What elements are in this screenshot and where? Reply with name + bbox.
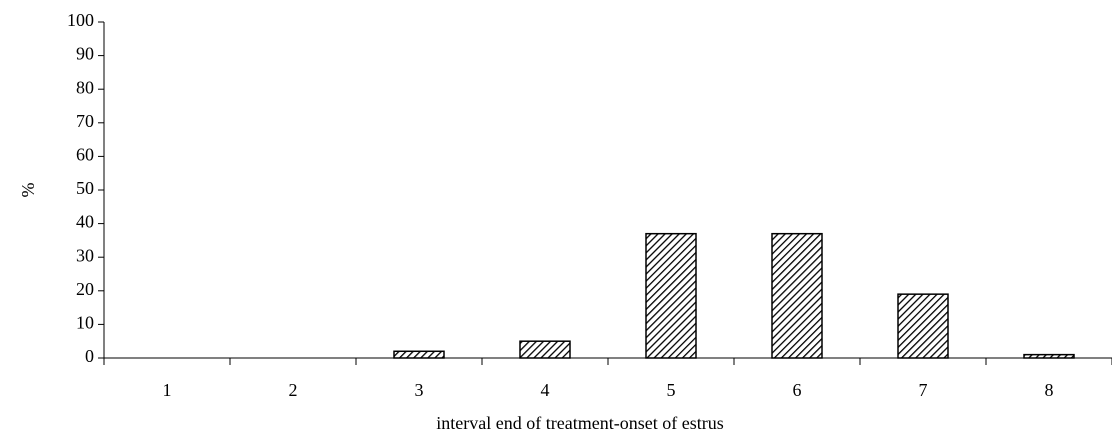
bar xyxy=(394,351,444,358)
y-axis-label: % xyxy=(18,183,38,198)
x-tick-label: 6 xyxy=(793,380,802,400)
x-tick-label: 3 xyxy=(415,380,424,400)
bar xyxy=(898,294,948,358)
chart: % interval end of treatment-onset of est… xyxy=(0,0,1112,436)
x-tick-label: 5 xyxy=(667,380,676,400)
y-tick-label: 40 xyxy=(76,212,94,232)
x-axis-label: interval end of treatment-onset of estru… xyxy=(436,413,723,433)
y-tick-label: 10 xyxy=(76,313,94,333)
bar xyxy=(646,234,696,358)
x-tick-label: 4 xyxy=(541,380,550,400)
y-tick-label: 90 xyxy=(76,44,94,64)
bar xyxy=(1024,355,1074,358)
y-tick-label: 80 xyxy=(76,77,94,97)
x-tick-label: 8 xyxy=(1045,380,1054,400)
y-tick-label: 100 xyxy=(67,10,94,30)
y-tick-label: 60 xyxy=(76,145,94,165)
y-tick-label: 70 xyxy=(76,111,94,131)
x-tick-label: 2 xyxy=(289,380,298,400)
y-tick-label: 0 xyxy=(85,346,94,366)
bar xyxy=(520,341,570,358)
y-tick-label: 20 xyxy=(76,279,94,299)
y-tick-label: 50 xyxy=(76,178,94,198)
bar xyxy=(772,234,822,358)
x-tick-label: 1 xyxy=(163,380,172,400)
x-tick-label: 7 xyxy=(919,380,928,400)
y-tick-label: 30 xyxy=(76,245,94,265)
